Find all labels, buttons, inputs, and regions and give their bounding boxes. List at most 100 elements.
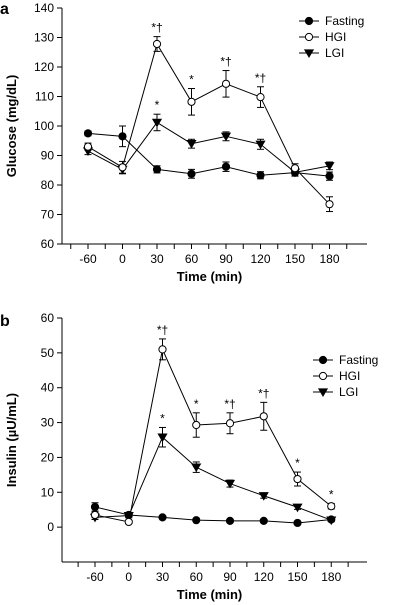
panel-b-lgi-point [191,463,202,473]
panel-a-fasting-point [118,132,127,141]
panel-b-significance-mark: * [295,456,300,470]
panel-a-significance-mark: * [189,73,194,87]
panel-a-y-axis-title: Glucose (mg/dL) [4,75,19,178]
panel-a-y-tick-label: 100 [34,119,54,133]
panel-a-legend-marker [303,49,315,58]
panel-a-legend: Fasting HGI LGI [299,14,364,60]
panel-b-legend-label: HGI [339,369,360,383]
panel-a-fasting-point [187,169,196,178]
panel-a-letter: a [0,1,9,18]
panel-b-fasting-point [192,516,201,525]
panel-a-lgi-point [151,118,163,128]
panel-b-hgi-point [192,420,201,430]
panel-b-significance-mark: *† [157,323,168,337]
panel-b-lgi-point [123,511,134,521]
panel-b-legend-marker [318,371,328,381]
panel-a-fasting-point [83,129,93,138]
panel-a-legend-label: Fasting [325,14,364,28]
panel-b-legend-label: Fasting [339,353,378,367]
panel-b-y-tick-label: 40 [41,381,55,395]
panel-b-legend-marker [317,388,329,397]
panel-a-x-tick-label: 0 [119,252,126,266]
panel-a-hgi-point [256,92,265,102]
panel-b-hgi-point [293,474,302,484]
panel-b-hgi-point [158,345,167,354]
panel-b-x-tick-label: 30 [156,570,170,584]
panel-b-x-tick-label: 90 [223,570,237,584]
panel-b-fasting-point [158,513,167,522]
panel-a-legend-label: HGI [325,30,346,44]
panel-b-significance-mark: * [329,487,334,501]
panel-a-lgi-point [220,132,232,142]
panel-a-hgi-point [325,200,334,209]
panel-a-x-tick-label: 90 [219,252,233,266]
panel-b-hgi-point [124,517,133,527]
panel-b-lgi-point [157,433,168,443]
panel-a-lgi-point [186,140,197,149]
panel-a-x-tick-label: 120 [250,252,270,266]
panel-b-series-hgi [90,338,336,527]
panel-b-x-tick-label: -60 [86,570,104,584]
panel-b-y-tick-label: 60 [41,311,55,325]
panel-a-y-tick-label: 120 [34,60,54,74]
panel-b-significance-mark: * [194,397,199,411]
panel-b-fasting-point [90,502,100,512]
panel-b-y-tick-label: 10 [41,485,55,499]
panel-a-lgi-line [87,121,330,173]
panel-a-hgi-point [118,163,127,172]
panel-b-hgi-point [90,510,100,520]
panel-a-legend-label: LGI [325,46,344,60]
panel-a-y-tick-label: 90 [41,149,55,163]
panel-b-legend-marker [318,355,328,365]
panel-b-y-tick-label: 50 [41,346,55,360]
panel-a-x-tick-label: 180 [319,252,339,266]
panel-b-x-tick-label: 60 [190,570,204,584]
panel-b-y-tick-label: 20 [41,450,55,464]
panel-a-x-tick-label: 30 [150,252,164,266]
panel-b-lgi-point [258,492,269,501]
panel-a-fasting-point [221,162,231,171]
panel-b-lgi-point [292,503,303,513]
panel-b-x-axis-title: Time (min) [177,587,243,602]
panel-b-hgi-point [225,419,235,428]
panel-a-significance-mark: *† [255,71,266,85]
panel-b-lgi-line [94,436,332,521]
panel-a-fasting-point [256,171,265,180]
panel-a-hgi-point [187,97,196,106]
panel-a-x-tick-label: 150 [285,252,305,266]
panel-a-series-fasting [83,125,334,181]
panel-b-significance-mark: *† [224,397,235,411]
panel-a-hgi-line [87,42,330,205]
panel-b-lgi-point [326,516,337,526]
panel-a-legend-marker [304,16,314,26]
panel-b-y-tick-label: 0 [47,520,54,534]
panel-b-lgi-point [224,479,236,489]
glucose-chart: 60 70 80 90 100 110 120 130 140 -60 0 30 60 90 120 150 1… [4,1,367,284]
panel-a-y-tick-label: 70 [41,208,55,222]
panel-b-x-tick-label: 0 [125,570,132,584]
panel-a-y-tick-label: 110 [35,90,54,104]
panel-a-fasting-line [87,132,330,177]
panel-b-x-tick-label: 180 [321,570,341,584]
panel-a-hgi-point [221,79,231,88]
panel-a-x-axis-title: Time (min) [177,269,243,284]
panel-a-lgi-point [255,140,266,150]
panel-b-fasting-line [94,506,332,524]
panel-a-y-tick-label: 80 [41,178,55,192]
panel-b-fasting-point [293,518,302,528]
panel-b-fasting-point [225,516,235,525]
panel-a-series-hgi [83,36,334,213]
panel-a-significance-mark: *† [220,55,231,69]
panel-b-hgi-point [259,412,268,421]
panel-b-fasting-point [259,516,268,525]
panel-b-y-tick-label: 30 [41,416,55,430]
panel-b-hgi-point [327,502,336,511]
panel-a-y-tick-label: 60 [41,237,55,251]
panel-a-significance-mark: *† [151,21,162,35]
panel-a-fasting-point [325,172,334,181]
panel-b-significance-mark: *† [258,386,269,400]
panel-b-letter: b [0,313,10,330]
panel-b-legend-label: LGI [339,385,358,399]
panel-a-hgi-point [152,39,162,49]
